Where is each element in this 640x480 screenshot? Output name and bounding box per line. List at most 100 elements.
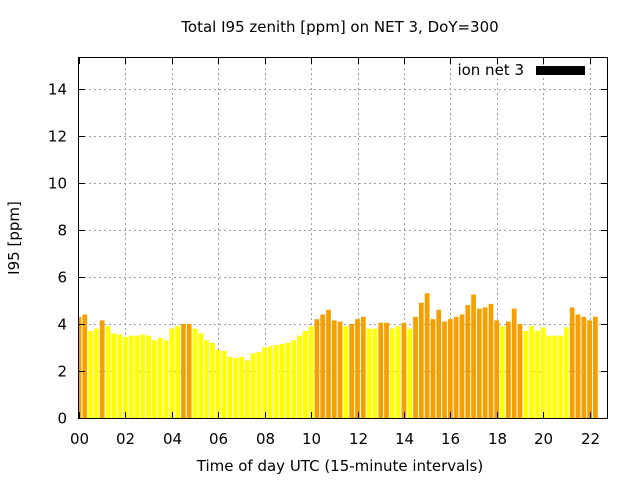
bar bbox=[192, 328, 198, 418]
bar bbox=[285, 342, 291, 418]
bar bbox=[529, 326, 534, 418]
x-tick-label: 04 bbox=[163, 430, 182, 448]
bar bbox=[430, 319, 436, 418]
y-tick-label: 14 bbox=[48, 81, 67, 99]
x-tick-label: 18 bbox=[488, 430, 507, 448]
y-axis-label: I95 [ppm] bbox=[5, 201, 23, 275]
x-tick-label: 00 bbox=[70, 430, 89, 448]
bar bbox=[268, 346, 273, 418]
bar bbox=[453, 316, 459, 418]
bar bbox=[331, 320, 337, 418]
bar bbox=[163, 340, 169, 418]
bar bbox=[233, 358, 239, 418]
bar bbox=[302, 330, 308, 418]
plot-frame bbox=[78, 57, 608, 419]
x-tick-label: 12 bbox=[349, 430, 368, 448]
bar bbox=[511, 308, 517, 418]
bar bbox=[175, 326, 181, 418]
bar bbox=[239, 356, 244, 418]
bar bbox=[273, 345, 279, 418]
bar bbox=[117, 334, 122, 418]
bar bbox=[505, 321, 511, 418]
bar bbox=[587, 320, 592, 418]
bar bbox=[291, 340, 297, 418]
bar bbox=[482, 307, 488, 418]
y-tick-label: 10 bbox=[48, 175, 67, 193]
bar bbox=[343, 326, 349, 418]
bar bbox=[111, 333, 117, 418]
bar bbox=[94, 328, 99, 418]
bar bbox=[146, 335, 152, 418]
bar bbox=[366, 328, 372, 418]
bar bbox=[401, 322, 407, 418]
bar bbox=[424, 293, 430, 418]
bar bbox=[157, 338, 163, 418]
bar bbox=[337, 321, 343, 418]
bar bbox=[471, 294, 476, 418]
x-tick-label: 06 bbox=[209, 430, 228, 448]
x-tick-label: 14 bbox=[395, 430, 414, 448]
legend-label: ion net 3 bbox=[457, 61, 524, 79]
bar bbox=[476, 308, 482, 418]
bar bbox=[250, 353, 256, 418]
bar bbox=[134, 335, 140, 418]
bar bbox=[378, 322, 384, 418]
bar bbox=[82, 314, 88, 418]
x-tick-label: 16 bbox=[441, 430, 460, 448]
bar bbox=[494, 320, 500, 418]
bar bbox=[227, 356, 233, 418]
y-tick-label: 4 bbox=[57, 316, 67, 334]
bar bbox=[320, 314, 326, 418]
bar bbox=[459, 314, 465, 418]
bar bbox=[442, 321, 447, 418]
bar bbox=[546, 335, 552, 418]
bar bbox=[128, 335, 134, 418]
bar bbox=[413, 316, 418, 418]
bar bbox=[488, 303, 494, 418]
bar bbox=[262, 347, 268, 418]
bar bbox=[581, 316, 587, 418]
bar bbox=[372, 328, 378, 418]
bar bbox=[552, 335, 558, 418]
x-tick-label: 22 bbox=[581, 430, 600, 448]
bar bbox=[204, 340, 210, 418]
bar bbox=[297, 335, 302, 418]
bar bbox=[210, 342, 215, 418]
bar bbox=[99, 320, 105, 418]
bar bbox=[198, 333, 204, 418]
bar bbox=[389, 328, 395, 418]
bar bbox=[517, 323, 523, 418]
y-tick-label: 6 bbox=[57, 269, 67, 287]
y-tick-label: 8 bbox=[57, 222, 67, 240]
y-tick-label: 2 bbox=[57, 363, 67, 381]
bar bbox=[221, 350, 227, 418]
bar bbox=[564, 327, 569, 418]
bar bbox=[152, 340, 157, 418]
bars bbox=[79, 293, 598, 418]
bar bbox=[79, 316, 82, 418]
bar bbox=[575, 314, 581, 418]
bar bbox=[418, 302, 424, 418]
bar bbox=[314, 319, 320, 418]
bar bbox=[123, 336, 128, 418]
bar bbox=[465, 305, 471, 418]
legend-swatch bbox=[536, 66, 585, 75]
bar bbox=[593, 316, 598, 418]
bar bbox=[215, 349, 221, 418]
bar bbox=[140, 334, 146, 418]
bar bbox=[436, 309, 442, 418]
bar bbox=[534, 330, 540, 418]
bar bbox=[181, 323, 186, 418]
x-tick-label: 10 bbox=[302, 430, 321, 448]
bar bbox=[88, 330, 93, 418]
bar bbox=[500, 326, 505, 418]
bar bbox=[558, 335, 563, 418]
legend: ion net 3 bbox=[457, 61, 585, 79]
bar bbox=[244, 360, 250, 418]
bar bbox=[384, 322, 389, 418]
bar bbox=[395, 326, 401, 418]
x-tick-label: 08 bbox=[256, 430, 275, 448]
x-tick-label: 20 bbox=[534, 430, 553, 448]
bar bbox=[540, 327, 546, 418]
